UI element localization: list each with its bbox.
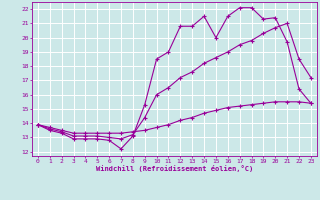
X-axis label: Windchill (Refroidissement éolien,°C): Windchill (Refroidissement éolien,°C) [96,165,253,172]
